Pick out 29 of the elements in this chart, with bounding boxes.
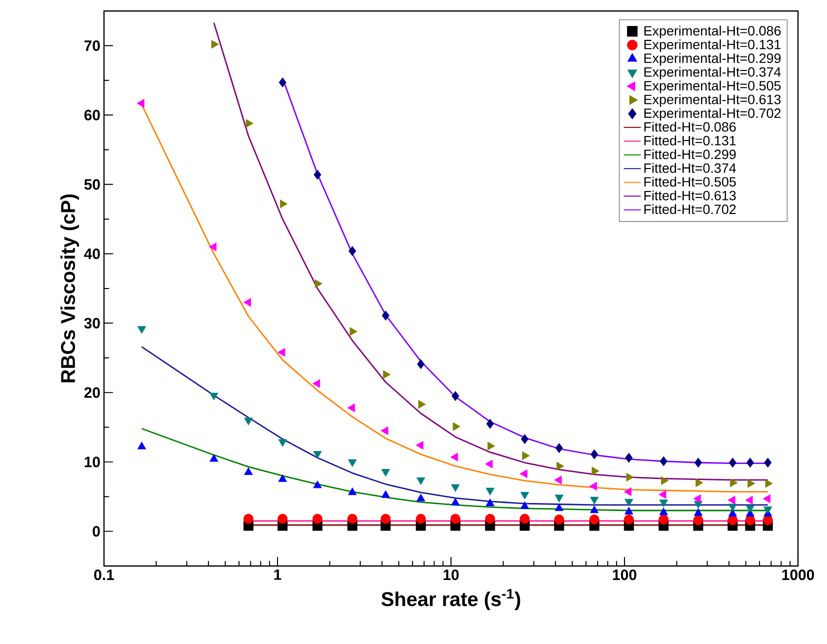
legend-label: Fitted-Ht=0.299 xyxy=(644,149,736,160)
legend-label: Experimental-Ht=0.086 xyxy=(644,26,781,38)
legend-label: Fitted-Ht=0.131 xyxy=(644,136,736,146)
legend-label: Fitted-Ht=0.374 xyxy=(644,163,736,173)
legend-label: Fitted-Ht=0.505 xyxy=(644,176,736,187)
legend-label: Fitted-Ht=0.702 xyxy=(644,204,736,214)
x-tick-label: 0.1 xyxy=(94,570,114,580)
y-tick-label: 20 xyxy=(84,387,100,398)
legend-label: Experimental-Ht=0.299 xyxy=(644,53,781,66)
y-tick-label: 40 xyxy=(84,248,100,260)
x-tick-label: 1 xyxy=(274,570,282,580)
y-tick-label: 50 xyxy=(84,179,100,190)
x-tick-label: 10 xyxy=(444,570,459,580)
x-axis-title: Shear rate (s$^{-1}$) xyxy=(381,588,520,610)
y-tick-label: 60 xyxy=(84,110,100,120)
y-tick-label: 0 xyxy=(92,526,100,537)
y-tick-label: 30 xyxy=(84,318,100,328)
x-tick-label: 1000 xyxy=(782,570,814,580)
legend-label: Experimental-Ht=0.702 xyxy=(644,108,781,121)
x-tick-label: 100 xyxy=(612,570,636,580)
legend-label: Experimental-Ht=0.613 xyxy=(644,94,781,107)
y-tick-label: 10 xyxy=(84,456,100,468)
legend-label: Fitted-Ht=0.613 xyxy=(644,190,736,200)
y-tick-label: 70 xyxy=(84,40,100,51)
legend-label: Fitted-Ht=0.086 xyxy=(644,122,736,132)
legend-label: Experimental-Ht=0.505 xyxy=(644,80,781,94)
y-axis-title: RBCs Viscosity (cP) xyxy=(60,194,80,382)
legend-label: Experimental-Ht=0.374 xyxy=(644,66,781,80)
legend-label: Experimental-Ht=0.131 xyxy=(644,39,781,52)
